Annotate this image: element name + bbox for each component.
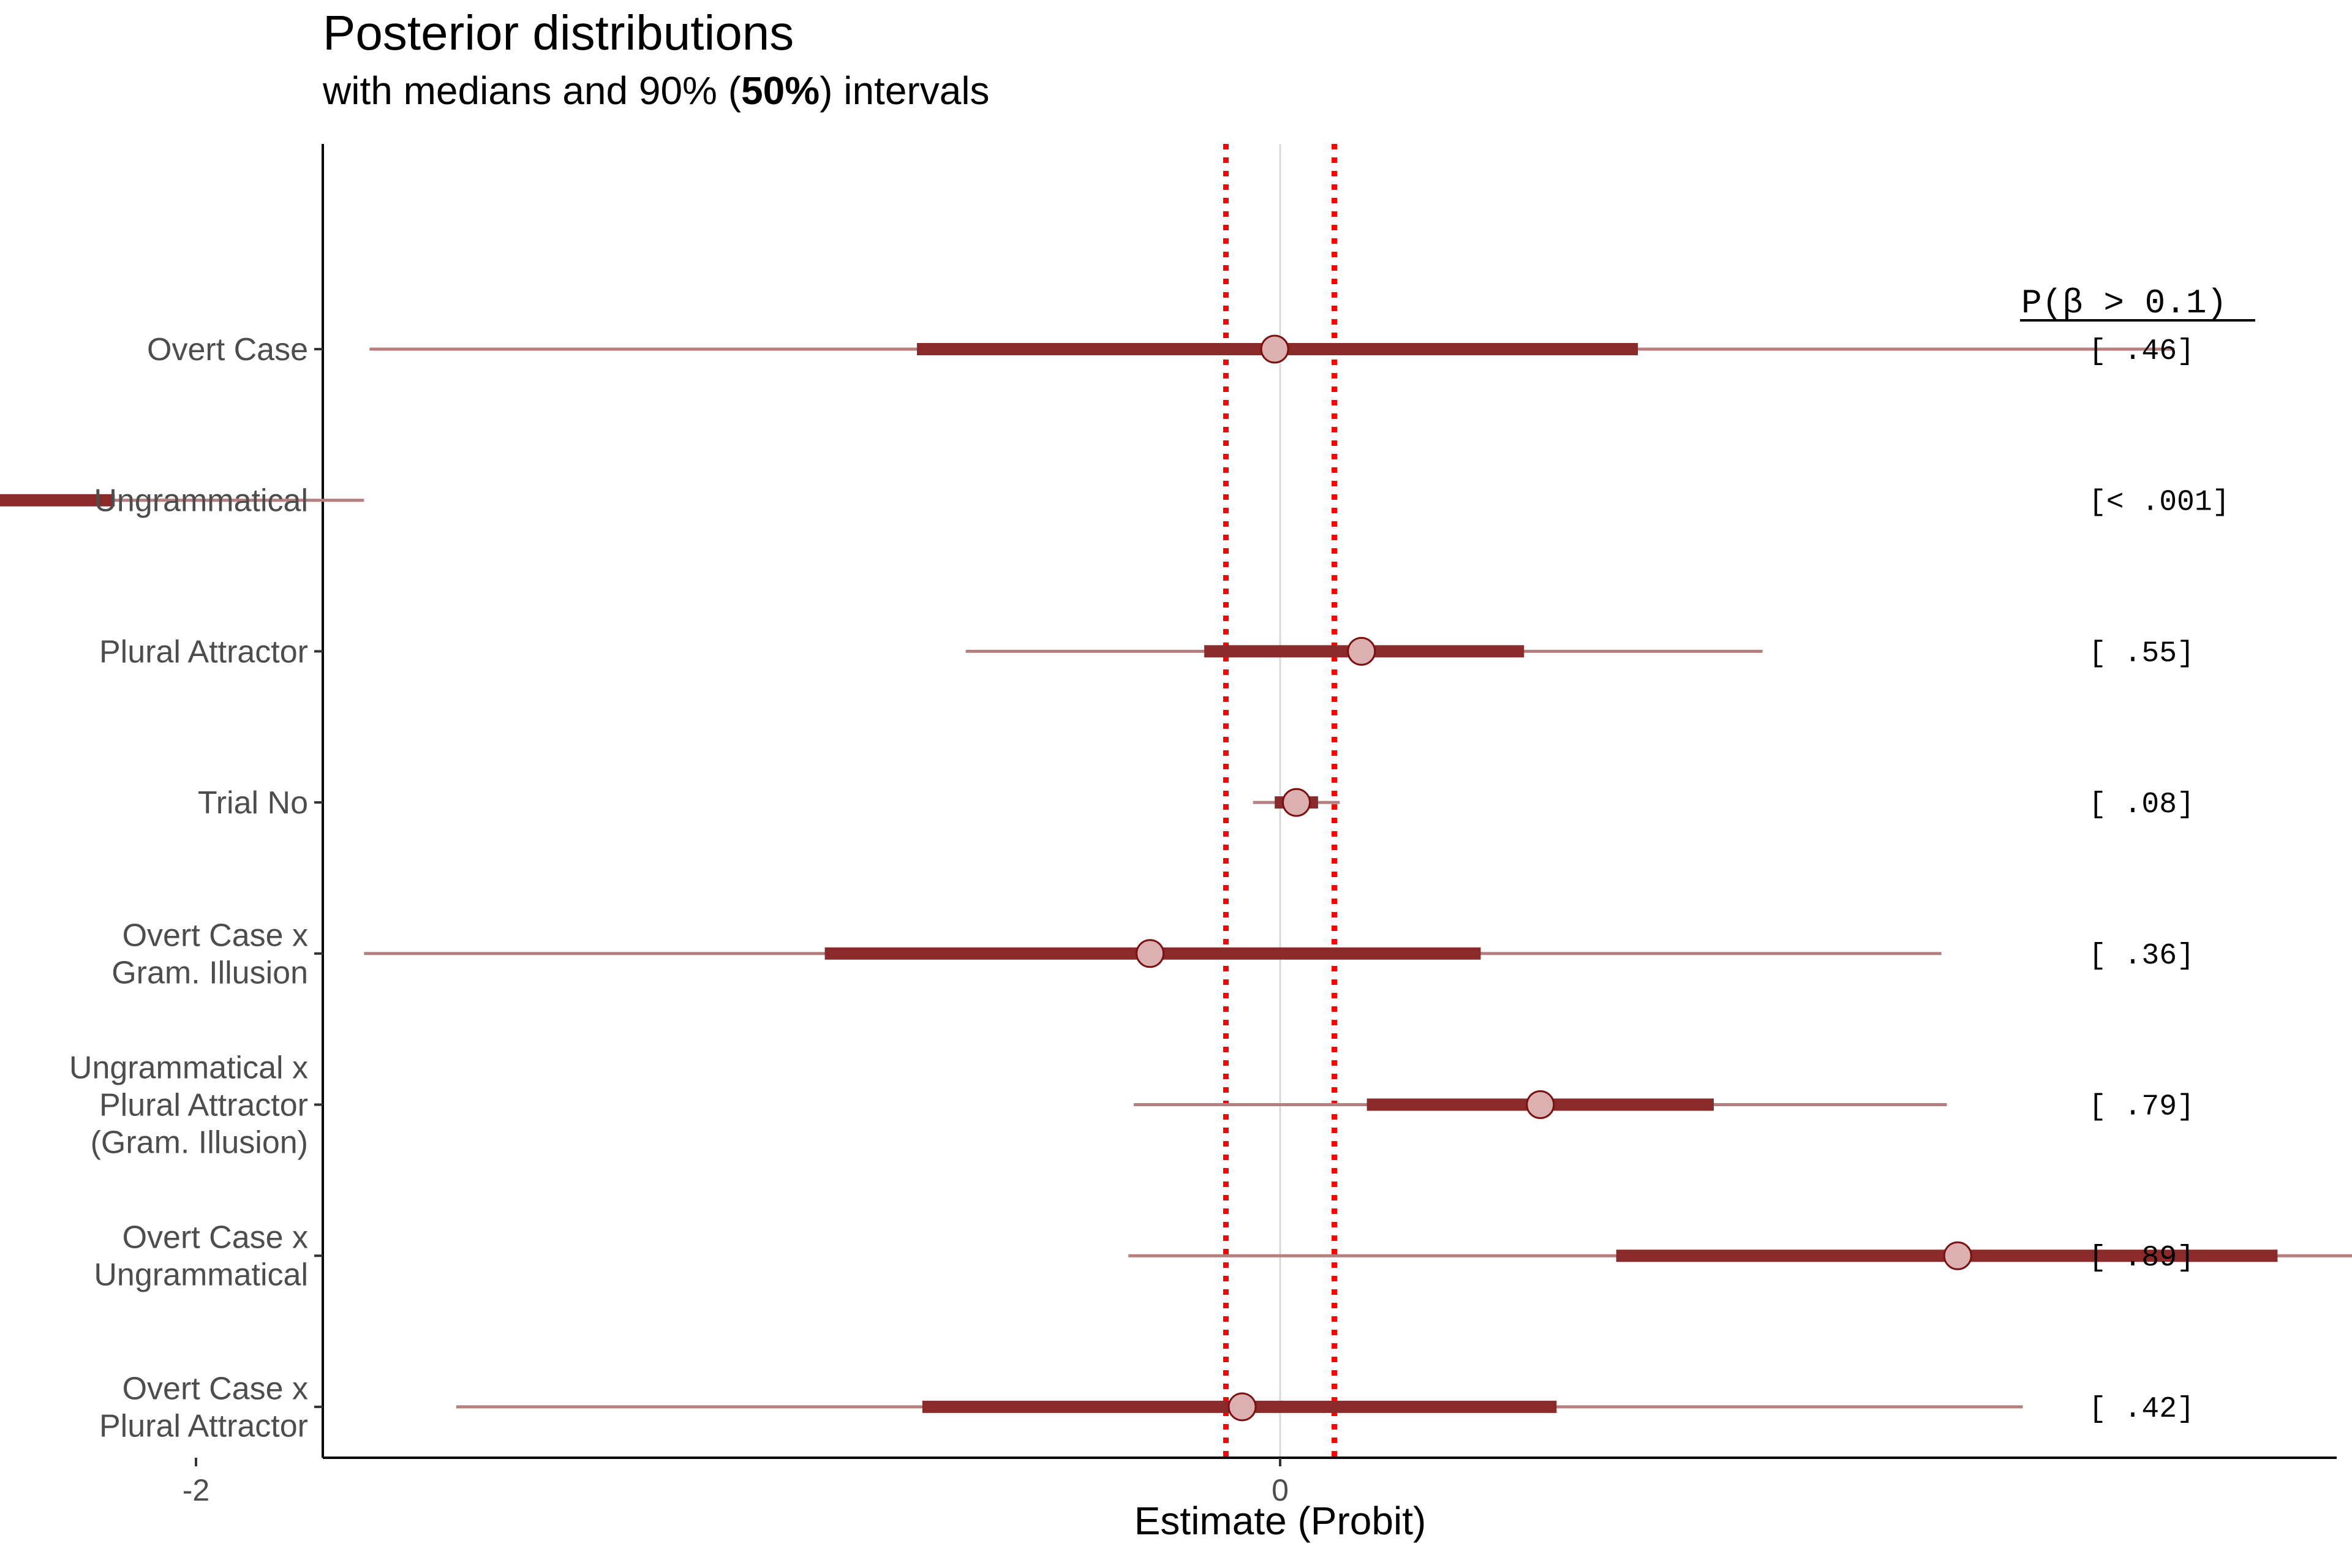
prob-value: [< .001] <box>2089 486 2230 519</box>
median-point <box>1347 636 1376 666</box>
axes: -202Estimate (Probit) <box>183 144 2337 1543</box>
row-label: Overt Case <box>147 332 308 368</box>
median-point <box>1526 1090 1555 1119</box>
prob-value: [ .42] <box>2089 1393 2195 1426</box>
prob-header: P(β > 0.1) <box>2021 284 2227 323</box>
subtitle-bold: 50% <box>741 69 820 113</box>
median-point <box>1943 1241 1972 1270</box>
row-label-line: Plural Attractor <box>99 634 308 669</box>
row-label-line: Ungrammatical x <box>69 1050 308 1086</box>
prob-value: [ .46] <box>2089 335 2195 368</box>
row-label-line: Ungrammatical <box>94 483 308 519</box>
row-label-line: Gram. Illusion <box>111 955 308 990</box>
median-point <box>1282 788 1311 817</box>
prob-value: [ .79] <box>2089 1091 2195 1124</box>
row-label: Overt Case x Ungrammatical <box>94 1220 308 1293</box>
intervals <box>0 334 2352 1422</box>
subtitle-suffix: ) intervals <box>820 69 990 113</box>
x-tick-label: 0 <box>1272 1473 1289 1507</box>
median-point <box>1136 939 1165 968</box>
median-point <box>1260 334 1289 364</box>
prob-value: [ .36] <box>2089 940 2195 973</box>
row-label: Overt Case x Plural Attractor <box>99 1371 308 1444</box>
prob-value: [ .08] <box>2089 788 2195 821</box>
row-label-line: Overt Case <box>147 332 308 368</box>
prob-value: [ .55] <box>2089 637 2195 670</box>
row-label-line: (Gram. Illusion) <box>91 1125 308 1161</box>
row-label-line: Overt Case x <box>123 1371 308 1406</box>
row-label-line: Plural Attractor <box>99 1088 308 1123</box>
chart-title: Posterior distributions <box>323 6 794 60</box>
row-label-line: Overt Case x <box>123 918 308 953</box>
row-label: Trial No <box>198 785 308 821</box>
median-point <box>1227 1392 1257 1422</box>
chart-subtitle: with medians and 90% (50%) intervals <box>323 67 990 115</box>
row-label: Plural Attractor <box>99 634 308 669</box>
row-label-line: Plural Attractor <box>99 1408 308 1444</box>
x-axis-label: Estimate (Probit) <box>1134 1499 1427 1543</box>
row-labels: Overt Case Ungrammatical Plural Attractor T… <box>69 332 308 1444</box>
probability-column: P(β > 0.1) [ .46] [< .001] [ .55] [ .08] [ .3… <box>2020 284 2255 1426</box>
row-label-line: Ungrammatical <box>94 1257 308 1293</box>
x-tick-label: -2 <box>183 1473 209 1507</box>
row-label: Overt Case x Gram. Illusion <box>111 918 308 990</box>
row-label-line: Trial No <box>198 785 308 821</box>
row-label-line: Overt Case x <box>123 1220 308 1256</box>
prob-value: [ .89] <box>2089 1242 2195 1275</box>
subtitle-prefix: with medians and 90% ( <box>323 69 742 113</box>
row-label: Ungrammatical x Plural Attractor (Gram. Il… <box>69 1050 308 1161</box>
row-label: Ungrammatical <box>94 483 308 519</box>
